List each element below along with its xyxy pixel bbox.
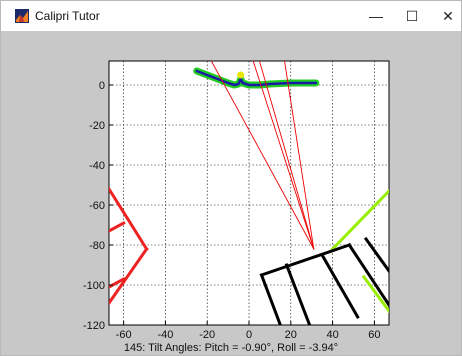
- y-tick-label: -20: [89, 120, 105, 132]
- right-gauge-segment: [363, 236, 389, 274]
- minimize-button[interactable]: —: [353, 1, 399, 31]
- rays-segment: [210, 61, 315, 250]
- yellow-marker: [237, 71, 245, 79]
- right-gauge-segment: [320, 252, 360, 320]
- x-tick-label: 40: [326, 329, 338, 341]
- series-group: [109, 61, 389, 325]
- left-gauge-segment: [109, 246, 149, 306]
- right-gauge-segment: [347, 242, 389, 308]
- minimize-icon: —: [369, 8, 383, 24]
- profile-plot[interactable]: -60 -40 -20 0 20 40 60 0 -20 -40 -60 -80 -100 -120: [1, 31, 461, 355]
- right-gauge-segment: [284, 263, 312, 325]
- tick-labels: -60 -40 -20 0 20 40 60 0 -20 -40 -60 -80 -100 -120: [83, 80, 381, 341]
- y-tick-label: 0: [99, 80, 105, 92]
- x-tick-label: -60: [116, 329, 132, 341]
- left-gauge-segment: [109, 276, 126, 289]
- right-gauge-segment: [259, 243, 352, 277]
- left-gauge-segment: [109, 220, 126, 233]
- y-tick-label: -80: [89, 240, 105, 252]
- close-button[interactable]: ✕: [425, 1, 462, 31]
- y-tick-label: -100: [83, 280, 105, 292]
- x-tick-label: -40: [157, 329, 173, 341]
- status-line: 145: Tilt Angles: Pitch = -0.90°, Roll =…: [123, 342, 339, 354]
- close-icon: ✕: [442, 7, 454, 24]
- title-bar[interactable]: Calipri Tutor — ☐ ✕: [1, 1, 461, 31]
- maximize-icon: ☐: [405, 7, 419, 24]
- rays-segment: [252, 61, 315, 250]
- figure-canvas: -60 -40 -20 0 20 40 60 0 -20 -40 -60 -80 -100 -120: [1, 31, 461, 355]
- profile-line: [195, 69, 318, 87]
- matlab-icon: [15, 9, 29, 23]
- y-tick-label: -40: [89, 160, 105, 172]
- clipped-series: [109, 61, 389, 325]
- y-tick-label: -60: [89, 200, 105, 212]
- left-gauge-segment: [109, 186, 149, 252]
- x-tick-label: -20: [199, 329, 215, 341]
- window-title: Calipri Tutor: [35, 9, 100, 23]
- rays-segment: [258, 61, 315, 250]
- plot-area: [108, 60, 390, 326]
- rays-segment: [284, 61, 315, 250]
- right-gauge-arm-segment: [361, 274, 389, 314]
- right-gauge-segment: [259, 273, 282, 325]
- x-tick-label: 60: [368, 329, 380, 341]
- x-tick-label: 0: [246, 329, 252, 341]
- right-gauge-arm-segment: [330, 188, 389, 252]
- x-tick-label: 20: [285, 329, 297, 341]
- y-tick-label: -120: [83, 320, 105, 332]
- maximize-button[interactable]: ☐: [389, 1, 435, 31]
